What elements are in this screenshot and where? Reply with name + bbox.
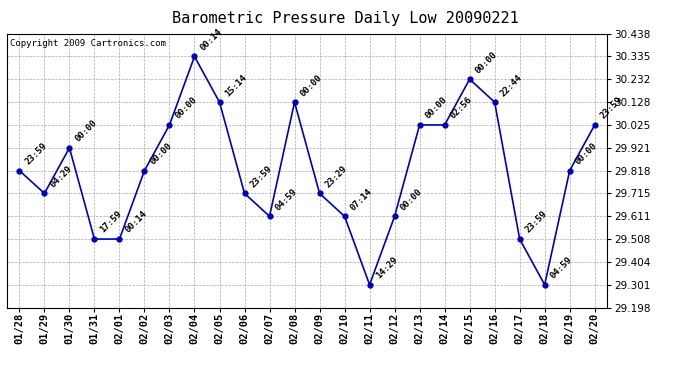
Text: 04:59: 04:59 xyxy=(274,187,299,212)
Text: Copyright 2009 Cartronics.com: Copyright 2009 Cartronics.com xyxy=(10,39,166,48)
Text: 00:00: 00:00 xyxy=(399,187,424,212)
Text: Barometric Pressure Daily Low 20090221: Barometric Pressure Daily Low 20090221 xyxy=(172,11,518,26)
Text: 00:00: 00:00 xyxy=(574,141,599,166)
Text: 04:59: 04:59 xyxy=(549,255,574,280)
Text: 02:56: 02:56 xyxy=(448,95,474,121)
Text: 23:59: 23:59 xyxy=(524,210,549,235)
Text: 00:14: 00:14 xyxy=(199,27,224,52)
Text: 23:59: 23:59 xyxy=(599,95,624,121)
Text: 23:59: 23:59 xyxy=(23,141,49,166)
Text: 00:14: 00:14 xyxy=(124,210,149,235)
Text: 22:44: 22:44 xyxy=(499,73,524,98)
Text: 00:00: 00:00 xyxy=(474,50,499,75)
Text: 23:29: 23:29 xyxy=(324,164,349,189)
Text: 00:00: 00:00 xyxy=(174,95,199,121)
Text: 14:29: 14:29 xyxy=(374,255,399,280)
Text: 15:14: 15:14 xyxy=(224,73,249,98)
Text: 00:00: 00:00 xyxy=(299,73,324,98)
Text: 00:00: 00:00 xyxy=(424,95,449,121)
Text: 04:29: 04:29 xyxy=(48,164,74,189)
Text: 23:59: 23:59 xyxy=(248,164,274,189)
Text: 07:14: 07:14 xyxy=(348,187,374,212)
Text: 00:00: 00:00 xyxy=(74,118,99,144)
Text: 00:00: 00:00 xyxy=(148,141,174,166)
Text: 17:59: 17:59 xyxy=(99,210,124,235)
